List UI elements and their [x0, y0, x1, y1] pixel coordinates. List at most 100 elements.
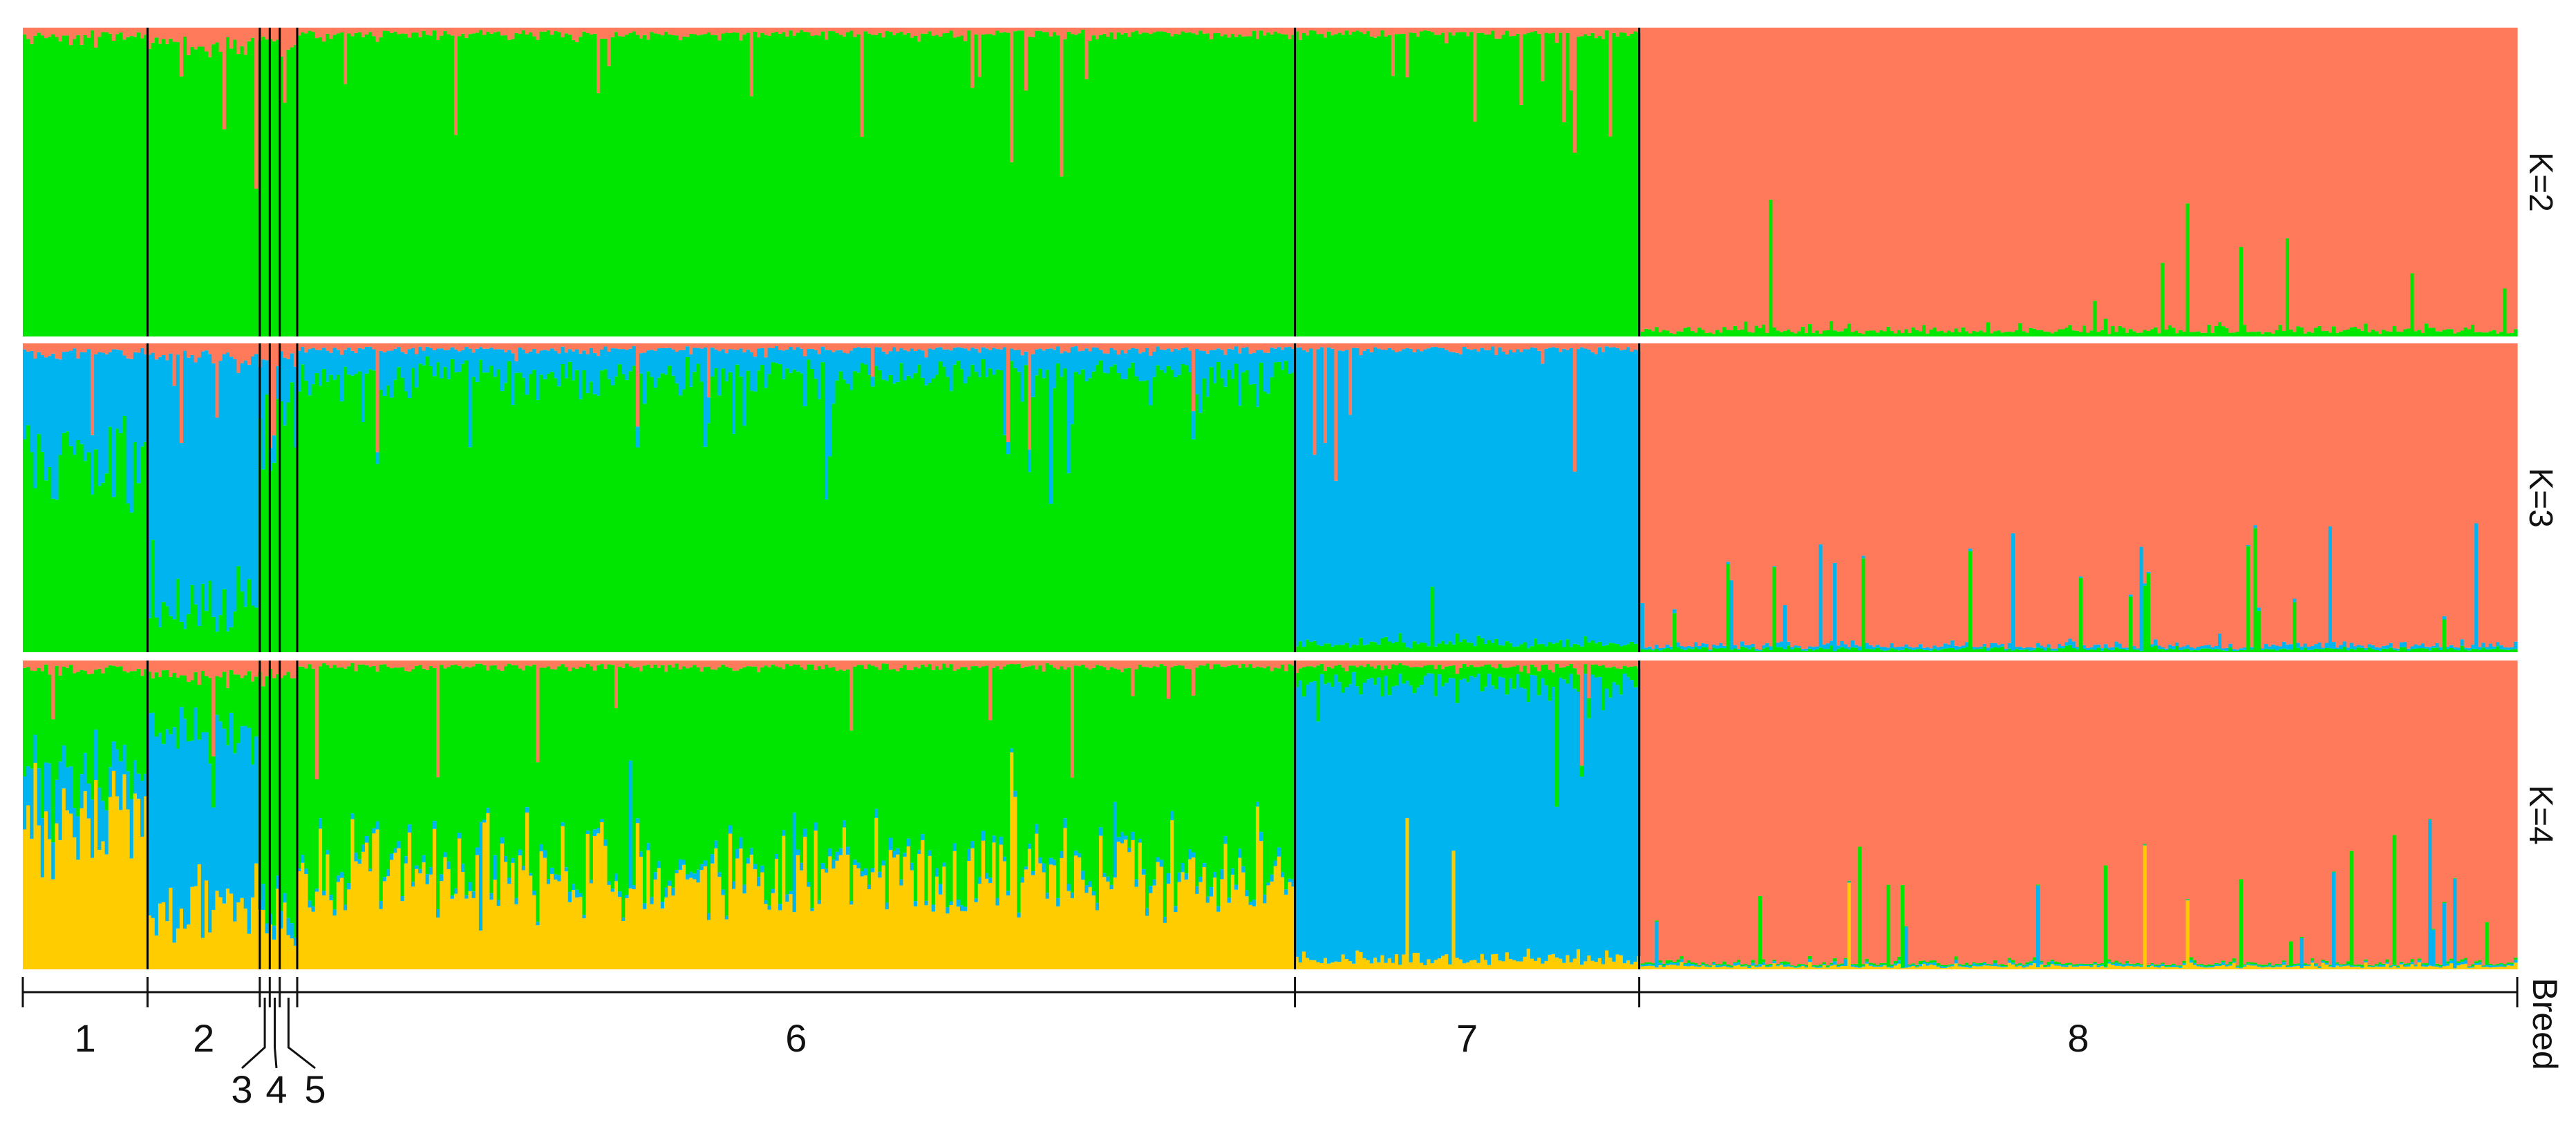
bar-segment-green — [1412, 32, 1417, 337]
bar-segment-blue — [1295, 687, 1299, 957]
bar-segment-salmon — [1241, 661, 1246, 665]
bar-segment-yellow — [653, 879, 658, 969]
bar-segment-green — [1245, 667, 1250, 891]
bar-segment-blue — [73, 808, 77, 838]
bar-segment-blue — [582, 914, 587, 919]
bar-segment-salmon — [992, 28, 997, 36]
bar-segment-green — [981, 666, 986, 831]
bar-segment-green — [1872, 330, 1877, 336]
bar-segment-green — [860, 363, 865, 652]
bar-segment-blue — [1836, 645, 1841, 649]
bar-segment-salmon — [1551, 343, 1556, 348]
bar-segment-salmon — [603, 343, 608, 347]
bar-segment-blue — [187, 741, 191, 925]
bar-segment-blue — [771, 889, 775, 893]
bar-segment-salmon — [2492, 28, 2497, 330]
bar-segment-blue — [2047, 644, 2051, 648]
bar-segment-yellow — [183, 928, 187, 969]
bar-segment-salmon — [863, 28, 868, 32]
bar-segment-salmon — [151, 661, 156, 678]
bar-segment-salmon — [1002, 28, 1007, 32]
bar-segment-blue — [746, 857, 751, 864]
bar-segment-yellow — [176, 928, 180, 969]
bar-segment-blue — [1106, 876, 1111, 882]
bar-segment-blue — [539, 844, 544, 852]
bar-segment-green — [446, 667, 451, 862]
bar-segment-salmon — [1950, 343, 1955, 640]
bar-segment-salmon — [336, 343, 341, 350]
bar-segment-blue — [1174, 906, 1178, 913]
bar-segment-salmon — [2342, 343, 2347, 642]
bar-segment-salmon — [375, 343, 380, 453]
bar-segment-salmon — [863, 343, 868, 348]
bar-segment-green — [2189, 332, 2194, 336]
bar-segment-yellow — [1263, 903, 1267, 969]
bar-segment-salmon — [1554, 28, 1559, 43]
bar-segment-green — [521, 30, 526, 336]
bar-segment-salmon — [1512, 28, 1516, 36]
bar-segment-blue — [411, 348, 415, 368]
bar-segment-salmon — [757, 343, 761, 349]
bar-segment-blue — [785, 349, 790, 369]
bar-segment-green — [1006, 454, 1010, 652]
bar-segment-blue — [165, 360, 169, 607]
bar-segment-yellow — [675, 873, 679, 969]
bar-segment-salmon — [108, 343, 113, 352]
bar-segment-green — [1205, 663, 1210, 897]
bar-segment-salmon — [635, 661, 640, 667]
bar-segment-blue — [344, 904, 348, 911]
bar-segment-blue — [1440, 348, 1445, 641]
bar-segment-green — [999, 669, 1004, 837]
bar-segment-salmon — [739, 28, 744, 41]
bar-segment-salmon — [582, 343, 587, 351]
bar-segment-green — [176, 677, 180, 749]
bar-segment-salmon — [536, 661, 540, 763]
bar-segment-green — [1986, 322, 1991, 336]
bar-segment-green — [711, 377, 715, 652]
bar-segment-green — [1744, 321, 1748, 336]
bar-segment-blue — [939, 884, 943, 895]
bar-segment-blue — [575, 349, 579, 370]
bar-segment-blue — [1964, 642, 1969, 647]
bar-segment-green — [579, 399, 583, 652]
bar-segment-green — [838, 371, 843, 652]
bar-segment-blue — [500, 349, 505, 391]
bar-segment-salmon — [2310, 28, 2315, 333]
bar-segment-green — [867, 374, 872, 652]
bar-segment-salmon — [1013, 28, 1018, 32]
bar-segment-blue — [1541, 363, 1545, 644]
bar-segment-salmon — [1480, 28, 1485, 33]
bar-segment-salmon — [482, 28, 487, 35]
bar-segment-blue — [1053, 350, 1057, 388]
bar-segment-yellow — [1131, 839, 1136, 969]
bar-segment-blue — [817, 354, 822, 399]
bar-segment-salmon — [197, 28, 202, 47]
bar-segment-green — [1908, 332, 1912, 336]
bar-segment-green — [1947, 648, 1951, 652]
bar-segment-yellow — [760, 872, 764, 969]
bar-segment-salmon — [2453, 343, 2457, 647]
bar-segment-green — [55, 500, 59, 652]
bar-segment-green — [2150, 329, 2154, 336]
bar-segment-blue — [440, 874, 444, 882]
bar-segment-blue — [1102, 873, 1107, 877]
bar-segment-blue — [2032, 647, 2037, 650]
bar-segment-salmon — [561, 343, 565, 347]
bar-segment-green — [364, 373, 369, 652]
bar-segment-blue — [200, 732, 205, 938]
bar-segment-green — [724, 666, 729, 916]
bar-segment-blue — [853, 859, 858, 865]
bar-segment-salmon — [585, 343, 590, 354]
bar-segment-salmon — [1213, 661, 1217, 665]
bar-segment-salmon — [422, 28, 426, 31]
bar-segment-salmon — [147, 28, 152, 49]
bar-segment-green — [2111, 326, 2116, 336]
bar-segment-green — [603, 668, 608, 840]
bar-segment-salmon — [746, 661, 751, 667]
bar-segment-yellow — [1245, 896, 1250, 969]
bar-segment-green — [1174, 33, 1178, 336]
bar-segment-green — [1680, 649, 1684, 652]
bar-segment-yellow — [1042, 872, 1046, 969]
bar-segment-salmon — [1972, 343, 1976, 647]
bar-segment-salmon — [339, 28, 344, 33]
